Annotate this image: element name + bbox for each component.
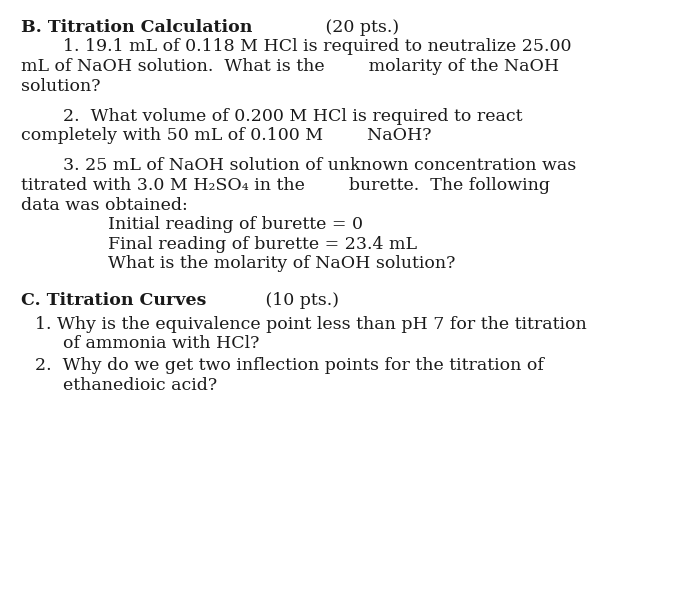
Text: 2.  Why do we get two inflection points for the titration of: 2. Why do we get two inflection points f… [35, 357, 544, 374]
Text: 2.  What volume of 0.200 M HCl is required to react: 2. What volume of 0.200 M HCl is require… [63, 108, 522, 125]
Text: ethanedioic acid?: ethanedioic acid? [63, 377, 217, 394]
Text: (10 pts.): (10 pts.) [260, 292, 340, 310]
Text: 1. Why is the equivalence point less than pH 7 for the titration: 1. Why is the equivalence point less tha… [35, 316, 587, 333]
Text: solution?: solution? [21, 78, 101, 95]
Text: (20 pts.): (20 pts.) [319, 19, 399, 36]
Text: completely with 50 mL of 0.100 M        NaOH?: completely with 50 mL of 0.100 M NaOH? [21, 127, 431, 144]
Text: 1. 19.1 mL of 0.118 M HCl is required to neutralize 25.00: 1. 19.1 mL of 0.118 M HCl is required to… [63, 38, 571, 56]
Text: What is the molarity of NaOH solution?: What is the molarity of NaOH solution? [108, 255, 456, 272]
Text: C. Titration Curves: C. Titration Curves [21, 292, 206, 310]
Text: data was obtained:: data was obtained: [21, 197, 188, 214]
Text: of ammonia with HCl?: of ammonia with HCl? [63, 335, 260, 352]
Text: mL of NaOH solution.  What is the        molarity of the NaOH: mL of NaOH solution. What is the molarit… [21, 58, 559, 75]
Text: 3. 25 mL of NaOH solution of unknown concentration was: 3. 25 mL of NaOH solution of unknown con… [63, 157, 576, 175]
Text: titrated with 3.0 M H₂SO₄ in the        burette.  The following: titrated with 3.0 M H₂SO₄ in the burette… [21, 177, 550, 194]
Text: Initial reading of burette = 0: Initial reading of burette = 0 [108, 216, 363, 233]
Text: Final reading of burette = 23.4 mL: Final reading of burette = 23.4 mL [108, 236, 417, 253]
Text: B. Titration Calculation: B. Titration Calculation [21, 19, 253, 36]
